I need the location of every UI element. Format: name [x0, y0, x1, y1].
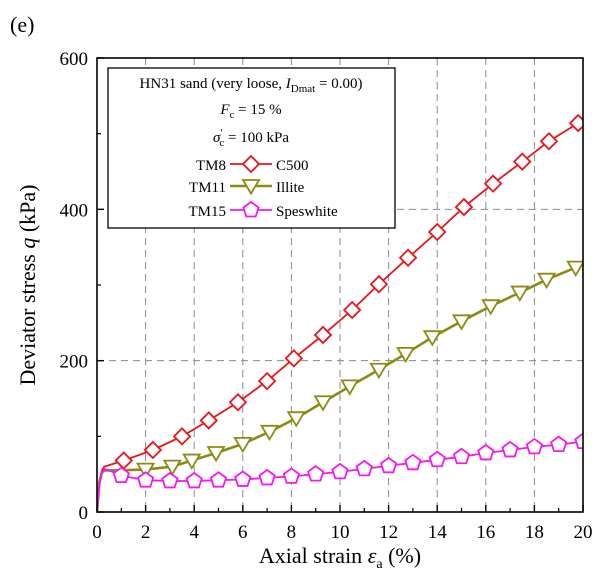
x-tick-label: 10: [331, 522, 350, 543]
series-c500: [97, 113, 583, 512]
data-point-pentagon: [404, 453, 422, 471]
data-point-diamond: [398, 248, 418, 268]
data-point-pentagon: [501, 440, 519, 458]
data-point-pentagon: [428, 450, 446, 468]
x-tick-label: 12: [379, 522, 398, 543]
x-tick-label: 18: [525, 522, 544, 543]
y-tick-label: 400: [60, 200, 89, 221]
annotation-sand: HN31 sand (very loose, IDmat = 0.00): [140, 76, 363, 95]
data-point-pentagon: [209, 471, 228, 488]
x-tick-label: 20: [574, 522, 593, 543]
data-point-pentagon: [307, 465, 325, 482]
data-point-diamond: [427, 222, 447, 242]
data-point-triangle-down: [340, 379, 360, 396]
data-point-triangle-down: [396, 346, 416, 364]
data-point-pentagon: [574, 432, 583, 450]
data-point-pentagon: [136, 471, 155, 488]
x-tick-label: 6: [238, 522, 248, 543]
data-point-diamond: [539, 131, 559, 151]
data-point-pentagon: [550, 435, 568, 453]
data-point-pentagon: [355, 459, 373, 477]
data-point-triangle-down: [286, 411, 306, 428]
legend-glyphs: [230, 154, 272, 218]
data-point-triangle-down: [233, 436, 253, 454]
data-point-diamond: [228, 393, 248, 412]
x-tick-label: 2: [141, 522, 151, 543]
panel-label: (e): [10, 12, 34, 37]
data-point-diamond: [172, 427, 192, 446]
y-tick-label: 200: [60, 352, 89, 373]
y-tick-label: 600: [60, 49, 89, 70]
data-point-triangle-down: [422, 330, 442, 347]
legend-label-illite: Illite: [276, 180, 305, 196]
data-point-diamond: [199, 411, 219, 430]
annotation-fines: Fc = 15 %: [219, 102, 281, 121]
data-point-triangle-down: [162, 459, 182, 476]
data-point-diamond: [483, 174, 503, 193]
data-point-pentagon: [525, 437, 544, 455]
data-point-pentagon: [112, 466, 130, 484]
legend-test-tm11: TM11: [189, 180, 226, 196]
data-point-triangle-down: [182, 453, 202, 470]
data-point-triangle-down: [481, 299, 501, 316]
data-point-diamond: [241, 154, 261, 174]
data-point-pentagon: [282, 467, 301, 484]
data-point-diamond: [143, 440, 163, 460]
data-point-triangle-down: [566, 260, 583, 277]
legend: HN31 sand (very loose, IDmat = 0.00) Fc …: [107, 67, 396, 229]
legend-test-tm15: TM15: [189, 204, 227, 220]
legend-label-c500: C500: [276, 158, 309, 174]
data-point-pentagon: [477, 443, 495, 461]
data-point-triangle-down: [241, 179, 261, 196]
data-point-diamond: [114, 451, 134, 470]
annotation-stress: σ' c = 100 kPa: [213, 127, 289, 149]
series-line: [97, 122, 579, 512]
data-point-triangle-down: [510, 285, 530, 302]
data-point-triangle-down: [206, 446, 226, 463]
data-point-triangle-down: [313, 395, 333, 412]
data-point-pentagon: [452, 447, 471, 465]
data-point-triangle-down: [136, 462, 156, 480]
plot-area: [97, 113, 583, 512]
data-point-triangle-down: [451, 314, 472, 331]
data-point-pentagon: [331, 462, 349, 480]
data-point-diamond: [313, 325, 333, 345]
x-tick-label: 14: [428, 522, 448, 543]
data-point-pentagon: [234, 470, 252, 487]
data-point-diamond: [342, 300, 362, 320]
legend-test-tm8: TM8: [196, 158, 226, 174]
series-speswhite: [97, 432, 583, 512]
data-point-pentagon: [258, 468, 276, 486]
x-tick-label: 16: [476, 522, 495, 543]
legend-label-speswhite: Speswhite: [276, 204, 338, 220]
data-point-pentagon: [379, 456, 398, 474]
data-point-triangle-down: [259, 424, 280, 442]
x-tick-label: 4: [189, 522, 199, 543]
x-tick-label: 0: [92, 522, 102, 543]
x-tick-label: 8: [287, 522, 297, 543]
data-point-triangle-down: [369, 362, 389, 380]
data-point-diamond: [257, 371, 277, 391]
data-point-diamond: [284, 349, 304, 368]
y-axis-label: Deviator stress q (kPa): [15, 184, 40, 385]
data-point-pentagon: [185, 471, 203, 489]
data-point-pentagon: [242, 200, 260, 218]
y-tick-label: 0: [79, 503, 89, 524]
data-point-pentagon: [161, 471, 179, 489]
data-point-diamond: [568, 113, 583, 133]
data-point-diamond: [369, 274, 389, 294]
x-axis-label: Axial strain εa (%): [259, 543, 421, 572]
data-point-diamond: [454, 197, 474, 217]
data-point-diamond: [512, 152, 532, 171]
data-point-triangle-down: [536, 272, 557, 290]
